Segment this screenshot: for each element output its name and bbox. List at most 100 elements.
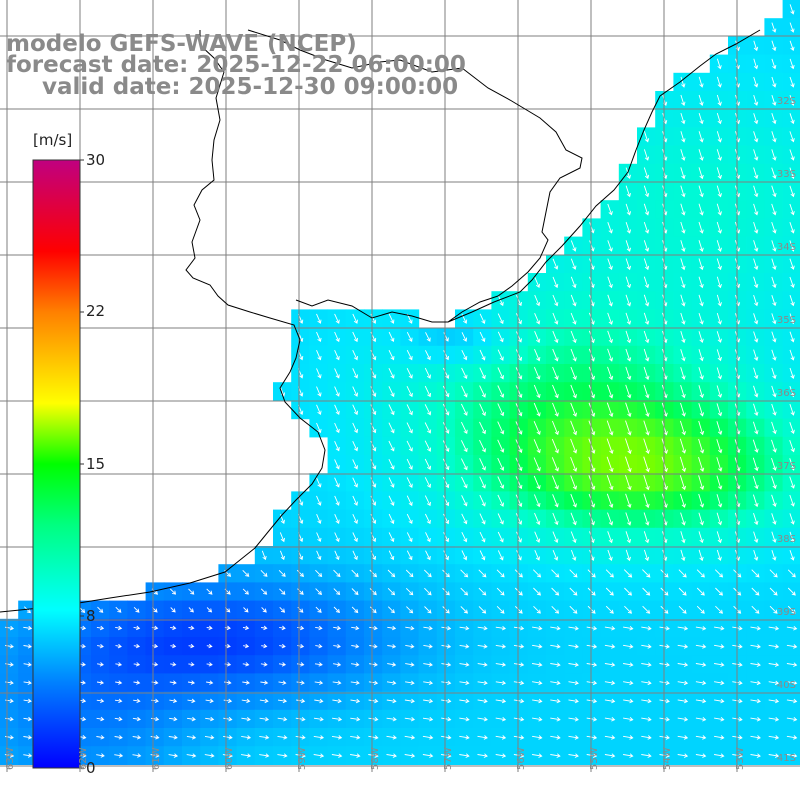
wind-arrow bbox=[423, 644, 433, 649]
wind-arrow bbox=[334, 386, 340, 397]
wind-arrow bbox=[625, 203, 632, 216]
wind-arrow bbox=[461, 476, 468, 489]
wind-arrow bbox=[369, 625, 378, 631]
wind-arrow bbox=[679, 420, 686, 436]
wind-arrow bbox=[552, 512, 559, 526]
wind-arrow bbox=[750, 735, 761, 740]
colorbar-ticks bbox=[80, 159, 84, 769]
wind-arrow bbox=[534, 550, 540, 561]
wind-arrow bbox=[680, 276, 686, 289]
wind-arrow bbox=[352, 514, 358, 524]
wind-arrow bbox=[698, 294, 704, 307]
wind-arrow bbox=[570, 312, 577, 325]
wind-arrow bbox=[771, 295, 777, 307]
wind-arrow bbox=[643, 258, 650, 271]
wind-arrow bbox=[461, 532, 468, 543]
wind-arrow bbox=[334, 350, 340, 361]
wind-arrow bbox=[750, 716, 761, 722]
wind-arrow bbox=[479, 403, 486, 417]
wind-arrow bbox=[607, 531, 613, 544]
wind-arrow bbox=[170, 643, 177, 649]
wind-arrow bbox=[222, 753, 233, 758]
wind-arrow bbox=[513, 680, 525, 686]
wind-arrow bbox=[316, 422, 322, 434]
model-title: modelo GEFS-WAVE (NCEP) bbox=[6, 31, 357, 57]
wind-arrow bbox=[789, 367, 795, 379]
wind-arrow bbox=[768, 698, 780, 704]
wind-arrow bbox=[605, 569, 614, 578]
wind-arrow bbox=[752, 475, 759, 490]
wind-arrow bbox=[695, 716, 707, 722]
wind-arrow bbox=[442, 422, 450, 434]
wind-arrow bbox=[422, 716, 434, 722]
wind-arrow bbox=[460, 421, 468, 435]
wind-arrow bbox=[714, 735, 725, 740]
wind-cell bbox=[782, 291, 800, 310]
wind-arrow bbox=[441, 644, 452, 649]
wind-arrow bbox=[513, 644, 525, 649]
wind-arrow bbox=[497, 550, 504, 561]
wind-arrow bbox=[680, 402, 686, 417]
wind-arrow bbox=[405, 587, 414, 596]
wind-arrow bbox=[206, 588, 213, 595]
wind-arrow bbox=[243, 643, 250, 649]
wind-arrow bbox=[333, 643, 341, 649]
wind-arrow bbox=[278, 680, 287, 685]
wind-arrow bbox=[442, 385, 450, 398]
wind-arrow bbox=[350, 716, 361, 722]
wind-cell bbox=[782, 145, 800, 165]
wind-arrow bbox=[625, 512, 632, 526]
wind-arrow bbox=[388, 404, 395, 416]
wind-arrow bbox=[261, 643, 268, 649]
wind-arrow bbox=[479, 476, 486, 489]
wind-arrow bbox=[479, 349, 486, 361]
wind-arrow bbox=[333, 662, 342, 667]
wind-arrow bbox=[405, 569, 414, 578]
wind-arrow bbox=[352, 477, 358, 488]
valid-date: valid date: 2025-12-30 09:00:00 bbox=[42, 74, 459, 100]
wind-arrow bbox=[679, 493, 686, 508]
wind-arrow bbox=[623, 753, 634, 758]
wind-cell bbox=[782, 436, 800, 456]
wind-arrow bbox=[423, 662, 433, 667]
wind-arrow bbox=[388, 550, 395, 561]
wind-arrow bbox=[133, 680, 141, 685]
wind-arrow bbox=[605, 605, 614, 614]
wind-arrow bbox=[698, 76, 704, 88]
wind-arrow bbox=[787, 605, 796, 614]
wind-cell bbox=[782, 564, 800, 583]
wind-arrow bbox=[716, 312, 722, 325]
wind-arrow bbox=[753, 203, 759, 216]
wind-arrow bbox=[243, 607, 249, 613]
wind-cell bbox=[782, 273, 800, 292]
wind-arrow bbox=[460, 440, 468, 453]
wind-arrow bbox=[461, 513, 468, 525]
wind-arrow bbox=[533, 367, 541, 380]
wind-cell bbox=[782, 218, 800, 238]
wind-arrow bbox=[789, 476, 795, 489]
wind-arrow bbox=[752, 494, 759, 508]
wind-arrow bbox=[351, 625, 360, 631]
wind-arrow bbox=[296, 698, 306, 704]
wind-arrow bbox=[789, 513, 795, 525]
wind-arrow bbox=[771, 240, 777, 252]
wind-cell bbox=[782, 527, 800, 547]
wind-arrow bbox=[695, 698, 707, 704]
wind-arrow bbox=[387, 625, 397, 631]
wind-arrow bbox=[533, 402, 541, 417]
wind-arrow bbox=[604, 735, 616, 740]
wind-arrow bbox=[334, 368, 340, 379]
wind-arrow bbox=[442, 587, 450, 596]
wind-arrow bbox=[279, 643, 286, 649]
wind-arrow bbox=[604, 625, 616, 631]
wind-cell bbox=[782, 509, 800, 529]
wind-arrow bbox=[241, 753, 252, 758]
wind-arrow bbox=[677, 680, 689, 686]
wind-arrow bbox=[114, 735, 123, 740]
wind-arrow bbox=[680, 185, 686, 198]
wind-arrow bbox=[716, 167, 722, 180]
wind-arrow bbox=[534, 313, 541, 325]
wind-arrow bbox=[716, 331, 722, 343]
wind-cell bbox=[782, 455, 800, 474]
wind-arrow bbox=[23, 698, 32, 704]
